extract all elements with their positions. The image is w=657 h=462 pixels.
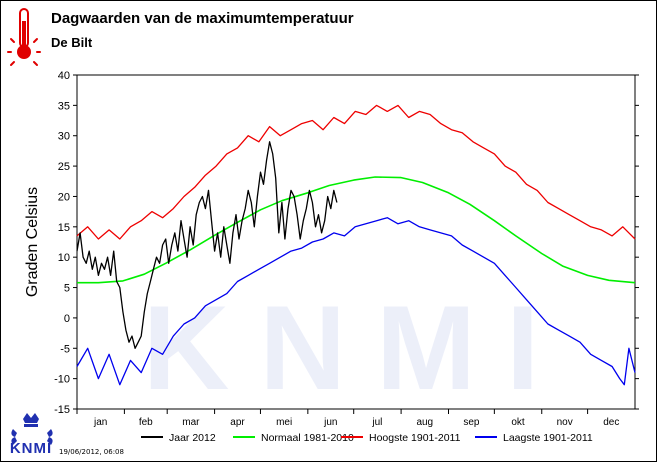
- chart-subtitle: De Bilt: [51, 35, 93, 50]
- legend: Jaar 2012 Normaal 1981-2010 Hoogste 1901-2…: [141, 432, 593, 444]
- x-tick-label: dec: [603, 417, 619, 428]
- chart-title: Dagwaarden van de maximumtemperatuur: [51, 10, 354, 27]
- x-tick-label: feb: [139, 417, 153, 428]
- x-tick-label: mei: [276, 417, 292, 428]
- y-tick-label: 15: [58, 222, 70, 234]
- plot-area: [76, 74, 636, 410]
- legend-label: Jaar 2012: [169, 432, 216, 444]
- y-axis-label: Graden Celsius: [24, 187, 41, 297]
- x-tick-label: aug: [416, 417, 433, 428]
- legend-label: Laagste 1901-2011: [503, 432, 593, 444]
- y-tick-label: 20: [58, 191, 70, 203]
- x-tick-label: apr: [230, 417, 245, 428]
- knmi-logo-text: KNMI: [10, 440, 52, 455]
- y-tick-label: -5: [60, 343, 70, 355]
- series-line-2: [76, 104, 636, 240]
- knmi-logo: KNMI: [5, 411, 61, 460]
- x-tick-label: jun: [323, 417, 337, 428]
- legend-label: Hoogste 1901-2011: [369, 432, 461, 444]
- timestamp: 19/06/2012, 06:08: [59, 448, 124, 456]
- y-tick-label: 10: [58, 252, 70, 264]
- y-tick-label: 5: [64, 283, 70, 295]
- series-line-1: [77, 176, 636, 284]
- y-tick-label: -10: [54, 374, 70, 386]
- y-tick-label: 30: [58, 131, 70, 143]
- y-tick-label: -15: [54, 404, 70, 416]
- series-line-3: [76, 217, 636, 386]
- series-lines: [76, 104, 636, 386]
- y-tick-label: 35: [58, 100, 70, 112]
- knmi-watermark: KNMI: [143, 281, 570, 415]
- x-tick-label: okt: [511, 417, 525, 428]
- y-axis: -15 -10 -5 0 5 10 15 20 25 30 35 40: [54, 70, 639, 416]
- legend-label: Normaal 1981-2010: [261, 432, 354, 444]
- watermark-text: KNMI: [143, 281, 570, 415]
- y-tick-label: 0: [64, 313, 70, 325]
- y-tick-label: 40: [58, 70, 70, 82]
- x-tick-label: jan: [93, 417, 107, 428]
- thermometer-icon: [7, 5, 41, 72]
- x-tick-label: jul: [371, 417, 382, 428]
- x-tick-label: nov: [557, 417, 573, 428]
- x-tick-label: sep: [463, 417, 480, 428]
- x-axis: jan feb mar apr mei jun jul aug sep okt nov dec: [76, 409, 619, 428]
- x-tick-label: mar: [182, 417, 200, 428]
- series-line-0: [76, 141, 338, 349]
- y-tick-label: 25: [58, 161, 70, 173]
